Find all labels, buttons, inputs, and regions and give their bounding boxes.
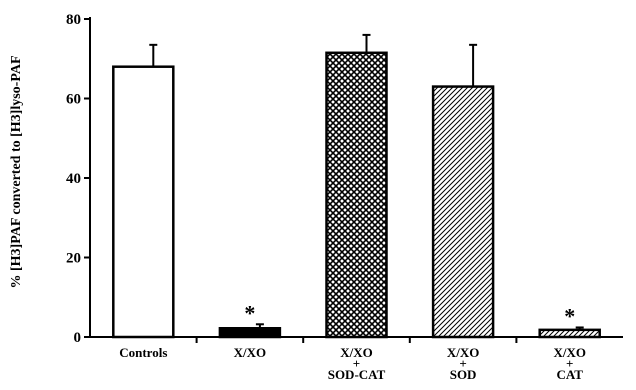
y-tick-label: 80 [66,12,81,28]
y-tick-label: 0 [74,330,82,346]
y-tick-label: 40 [66,171,81,187]
x-tick-label: + [459,356,466,371]
x-tick-label: + [566,356,573,371]
bar-group: * [538,303,601,339]
x-tick-label: SOD [450,367,477,382]
bar-group: * [218,300,282,339]
bar-group [112,43,175,339]
x-tick-label: SOD-CAT [328,367,386,382]
y-axis: 0 20 40 60 80 [66,12,91,346]
bar [218,327,282,339]
significance-marker: * [564,303,575,328]
y-tick-label: 60 [66,92,81,108]
x-tick-label: + [353,356,360,371]
x-axis [90,336,623,343]
y-tick-label: 20 [66,251,81,267]
x-tick-label: X/XO [553,345,586,360]
y-axis-title: % [H3]PAF converted to [H3]lyso-PAF [9,55,24,288]
bars: * * [112,33,601,339]
bar [112,65,175,339]
x-tick-label: CAT [556,367,583,382]
bar-group [431,43,495,339]
bar-group [325,33,388,339]
x-tick-label: Controls [119,345,167,360]
x-tick-label: X/XO [447,345,480,360]
x-tick-label: X/XO [340,345,373,360]
bar [431,85,495,339]
bar [538,328,601,339]
bar [325,51,388,339]
significance-marker: * [244,300,255,325]
x-tick-label: X/XO [234,345,267,360]
y-axis-label: % [H3]PAF converted to [H3]lyso-PAF [9,55,24,288]
